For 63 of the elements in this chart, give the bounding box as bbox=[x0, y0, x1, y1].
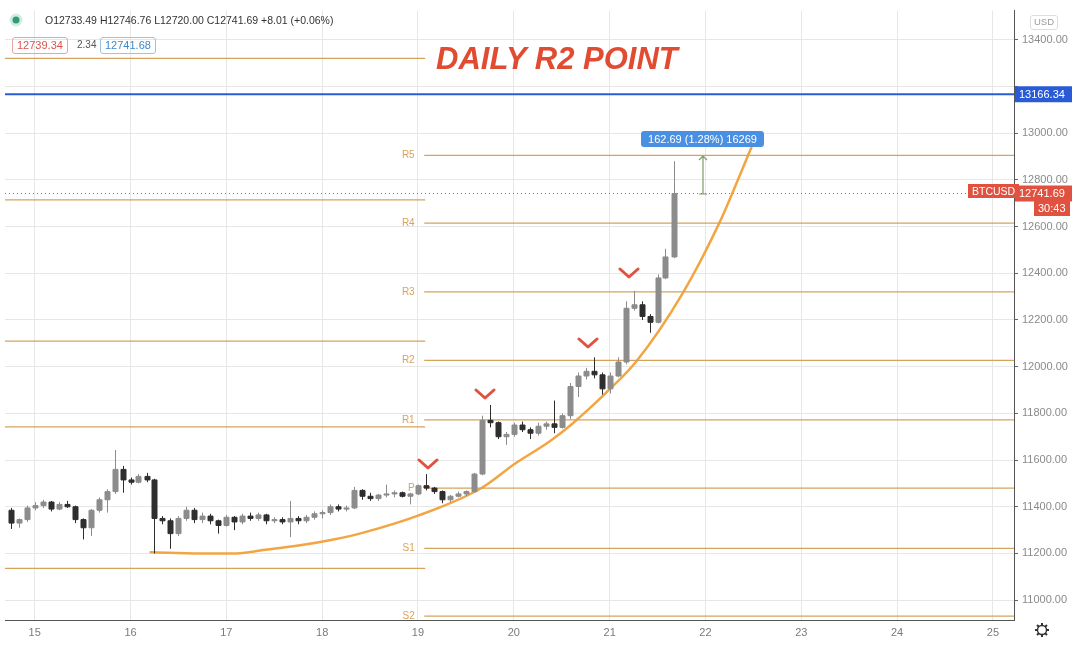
series-label: S1 bbox=[402, 542, 416, 554]
annotation: 12741.68 bbox=[100, 37, 156, 54]
y-tick-label: 13000.00 bbox=[1022, 126, 1068, 139]
x-tick-label: 20 bbox=[507, 625, 520, 638]
candlestick bbox=[671, 160, 678, 259]
y-tick-label: 11400.00 bbox=[1022, 499, 1068, 512]
candlestick bbox=[255, 512, 262, 522]
x-tick-label: 24 bbox=[890, 625, 904, 638]
ref-line-label: 12741.69 bbox=[1019, 187, 1065, 200]
candlestick bbox=[279, 516, 286, 525]
annotation: BTCUSD bbox=[968, 184, 1020, 199]
candlestick bbox=[551, 400, 558, 434]
x-tick-label: 21 bbox=[603, 625, 616, 638]
x-tick-label: 18 bbox=[316, 625, 329, 638]
ref-line-label: 13166.34 bbox=[1019, 87, 1065, 100]
y-tick-label: 11000.00 bbox=[1022, 593, 1068, 606]
candlestick bbox=[48, 500, 55, 512]
candlestick bbox=[231, 515, 238, 531]
annotation: 162.69 (1.28%) 16269 bbox=[641, 130, 764, 148]
x-tick-label: 23 bbox=[795, 625, 808, 638]
candlestick bbox=[191, 507, 198, 524]
candlestick bbox=[247, 512, 254, 522]
annotation: 12739.34 bbox=[12, 37, 68, 54]
x-tick-label: 16 bbox=[124, 625, 137, 638]
y-tick-label: 12600.00 bbox=[1022, 219, 1068, 232]
series-label: S2 bbox=[402, 609, 416, 621]
candlestick bbox=[295, 515, 302, 525]
annotation: O12733.49 H12746.76 L12720.00 C12741.69 +8.01 (+0.06%) bbox=[45, 14, 334, 27]
candlestick bbox=[135, 473, 142, 484]
x-tick-label: 22 bbox=[699, 625, 712, 638]
series-label: R4 bbox=[401, 216, 416, 228]
candlestick bbox=[239, 513, 246, 525]
series-label: R3 bbox=[401, 285, 416, 297]
x-tick-label: 25 bbox=[986, 625, 1000, 638]
candlestick bbox=[263, 513, 270, 525]
y-tick-label: 13400.00 bbox=[1022, 32, 1068, 45]
candlestick bbox=[271, 516, 278, 524]
text: USD bbox=[1030, 15, 1059, 30]
x-tick-label: 17 bbox=[220, 625, 233, 638]
y-tick-label: 11200.00 bbox=[1022, 546, 1068, 559]
text: 30:43 bbox=[1034, 201, 1070, 216]
candlestick bbox=[223, 514, 230, 528]
candlestick bbox=[56, 501, 63, 511]
y-tick-label: 11600.00 bbox=[1022, 453, 1068, 466]
y-tick-label: 12200.00 bbox=[1022, 313, 1068, 325]
text: DAILY R2 POINT bbox=[436, 41, 678, 77]
y-tick-label: 12000.00 bbox=[1022, 359, 1068, 372]
x-tick-label: 19 bbox=[411, 625, 425, 638]
candlestick bbox=[8, 507, 15, 530]
y-tick-label: 12400.00 bbox=[1022, 266, 1068, 279]
candlestick bbox=[399, 491, 406, 498]
y-tick-label: 12800.00 bbox=[1022, 172, 1068, 185]
y-tick-label: 11800.00 bbox=[1022, 406, 1068, 419]
series-label: P bbox=[408, 481, 416, 493]
series-label: R5 bbox=[401, 149, 416, 161]
series-label: R2 bbox=[401, 354, 416, 366]
candlestick bbox=[199, 512, 206, 524]
series-label: R1 bbox=[401, 413, 416, 425]
candlestick bbox=[335, 503, 342, 512]
annotation: 2.34 bbox=[77, 39, 97, 51]
line-series bbox=[149, 145, 753, 555]
candlestick bbox=[287, 500, 294, 538]
x-tick-label: 15 bbox=[28, 625, 41, 638]
